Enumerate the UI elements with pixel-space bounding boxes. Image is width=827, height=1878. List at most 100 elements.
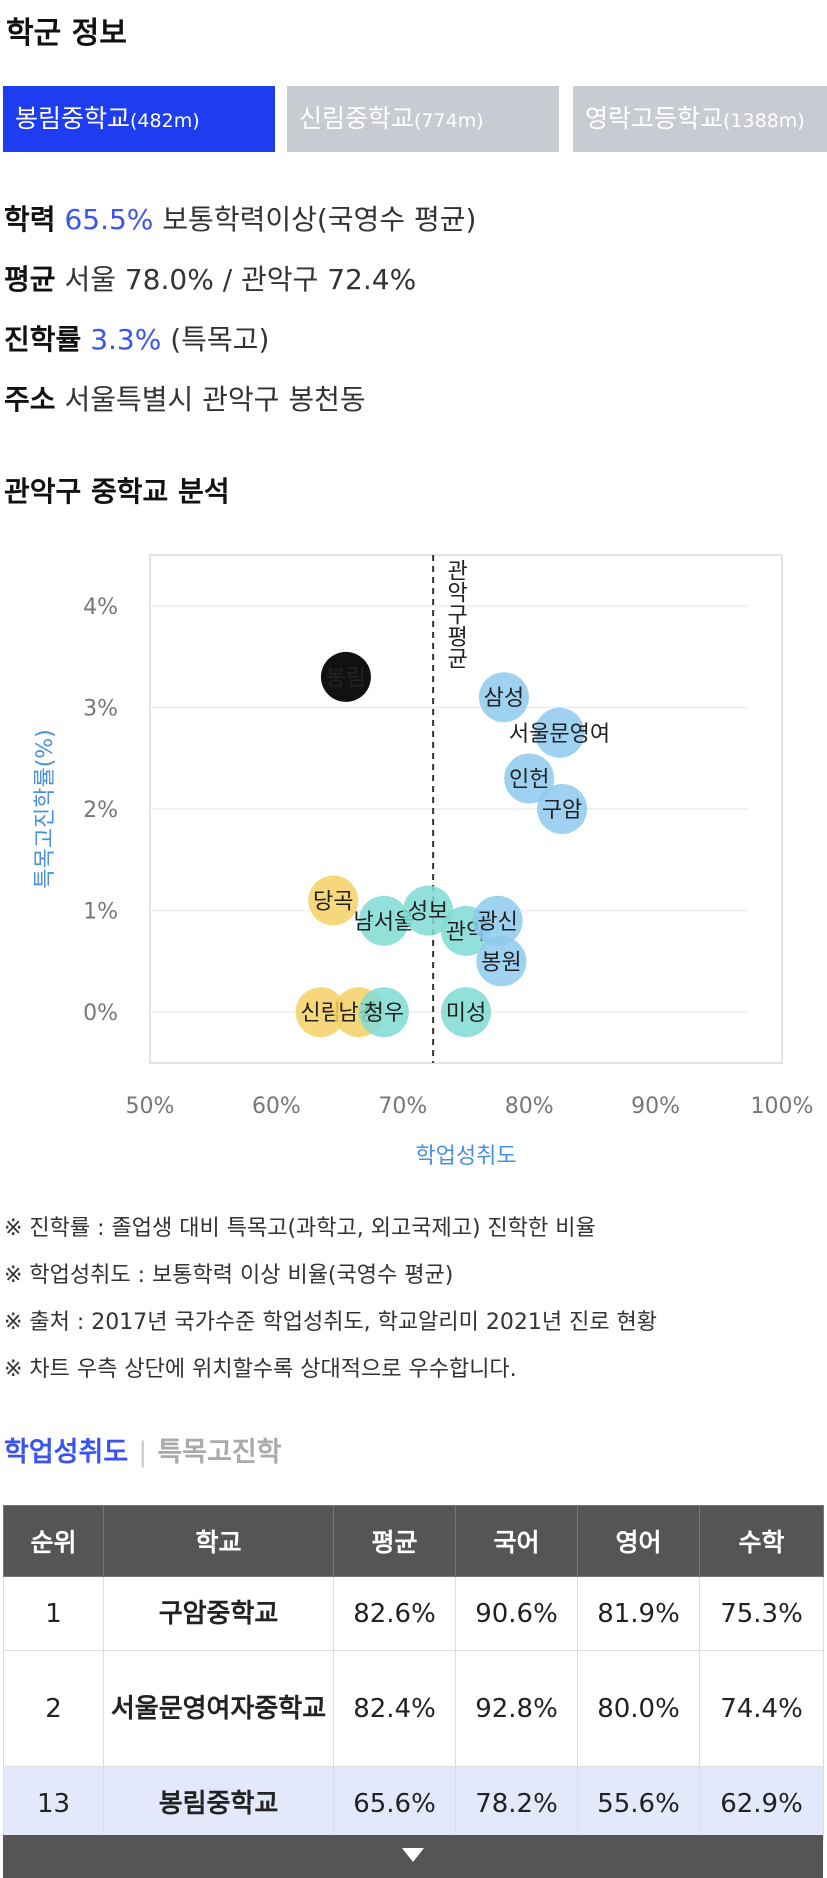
advance-rate-value: 3.3%	[90, 323, 162, 356]
y-tick-label: 2%	[83, 798, 118, 823]
header-korean: 국어	[455, 1505, 578, 1577]
y-tick-label: 0%	[83, 1001, 118, 1026]
subtab-special-high[interactable]: 특목고진학	[157, 1437, 282, 1468]
cell-korean: 92.8%	[455, 1650, 578, 1767]
cell-english: 55.6%	[577, 1766, 700, 1841]
info-text: 서울 78.0% / 관악구 72.4%	[64, 263, 417, 296]
bubble-label: 봉원	[481, 950, 521, 975]
bubble-label: 인헌	[509, 768, 549, 793]
cell-english: 80.0%	[577, 1650, 700, 1767]
info-label: 주소	[4, 383, 56, 416]
cell-math: 62.9%	[699, 1766, 824, 1841]
bubble-label: 봉림	[326, 666, 366, 691]
page-title: 학군 정보	[6, 16, 127, 51]
subtab-achievement[interactable]: 학업성취도	[4, 1437, 129, 1468]
ranking-table: 순위 학교 평균 국어 영어 수학 1 구암중학교 82.6% 90.6% 81…	[3, 1505, 824, 1841]
data-point: 봉원	[476, 936, 527, 987]
academic-value: 65.5%	[64, 203, 154, 236]
bubble-label: 삼성	[484, 686, 524, 711]
ranking-subtabs: 학업성취도 | 특목고진학	[4, 1430, 282, 1469]
x-tick-label: 70%	[378, 1094, 427, 1119]
bubble	[403, 885, 454, 936]
cell-rank: 1	[3, 1576, 104, 1651]
bubble-label: 당곡	[313, 889, 353, 914]
tab-sillim-middle-school[interactable]: 신림중학교(774m)	[287, 86, 559, 152]
y-tick-label: 1%	[83, 900, 118, 925]
cell-average: 82.6%	[333, 1576, 456, 1651]
x-tick-label: 100%	[751, 1094, 814, 1119]
tab-distance: (1388m)	[723, 110, 805, 132]
table-row-current-school: 13 봉림중학교 65.6% 78.2% 55.6% 62.9%	[3, 1766, 824, 1841]
tab-school-name: 신림중학교	[299, 104, 415, 133]
info-text: 보통학력이상(국영수 평균)	[162, 203, 477, 236]
info-text: (특목고)	[170, 323, 270, 356]
table-row: 1 구암중학교 82.6% 90.6% 81.9% 75.3%	[3, 1576, 824, 1651]
cell-school: 구암중학교	[103, 1576, 334, 1651]
chevron-down-icon	[402, 1848, 424, 1862]
info-label: 학력	[4, 203, 56, 236]
x-tick-label: 50%	[126, 1094, 175, 1119]
data-point: 당곡	[308, 875, 359, 926]
section-title: 관악구 중학교 분석	[4, 475, 230, 508]
info-advance-rate: 진학률 3.3% (특목고)	[4, 318, 269, 358]
cell-school: 봉림중학교	[103, 1766, 334, 1841]
cell-math: 74.4%	[699, 1650, 824, 1767]
expand-more-button[interactable]	[3, 1835, 823, 1878]
bubble	[472, 895, 523, 946]
x-tick-label: 90%	[631, 1094, 680, 1119]
chart-svg: 0% 1% 2% 3% 4% 50% 60% 70% 80% 90% 100% 학업성취도 특목고진학률…	[33, 554, 814, 1169]
header-rank: 순위	[3, 1505, 104, 1577]
y-axis-title: 특목고진학률(%)	[33, 729, 58, 889]
cell-english: 81.9%	[577, 1576, 700, 1651]
cell-math: 75.3%	[699, 1576, 824, 1651]
data-point: 삼성	[478, 672, 529, 723]
note-source: ※ 출처 : 2017년 국가수준 학업성취도, 학교알리미 2021년 진로 …	[4, 1310, 658, 1335]
tab-bongrim-middle-school[interactable]: 봉림중학교(482m)	[3, 86, 275, 152]
y-tick-label: 4%	[83, 595, 118, 620]
header-average: 평균	[333, 1505, 456, 1577]
bubble	[308, 875, 359, 926]
data-point: 미성	[441, 987, 491, 1038]
bubble	[478, 672, 529, 723]
bubble	[537, 784, 588, 834]
tab-distance: (774m)	[414, 110, 484, 132]
data-point: 남서울	[353, 895, 414, 946]
tab-yeongnak-high-school[interactable]: 영락고등학교(1388m)	[573, 86, 827, 152]
bubble	[504, 753, 555, 804]
note-advance-rate: ※ 진학률 : 졸업생 대비 특목고(과학고, 외고국제고) 진학한 비율	[4, 1216, 596, 1241]
x-axis-title: 학업성취도	[415, 1144, 516, 1169]
header-english: 영어	[577, 1505, 700, 1577]
info-address: 주소 서울특별시 관악구 봉천동	[4, 378, 366, 418]
bubble	[320, 651, 371, 702]
cell-average: 65.6%	[333, 1766, 456, 1841]
bubble-label: 청우	[364, 1001, 404, 1026]
bubble	[441, 987, 491, 1038]
x-tick-label: 60%	[252, 1094, 301, 1119]
bubble	[358, 895, 409, 946]
header-school: 학교	[103, 1505, 334, 1577]
data-point: 인헌	[504, 753, 555, 804]
cell-school: 서울문영여자중학교	[103, 1650, 334, 1767]
bubble	[476, 936, 527, 987]
average-line-label: 관악구평균	[443, 559, 468, 669]
bubble-label: 성보	[408, 900, 448, 925]
table-row: 2 서울문영여자중학교 82.4% 92.8% 80.0% 74.4%	[3, 1650, 824, 1767]
info-average: 평균 서울 78.0% / 관악구 72.4%	[4, 258, 416, 298]
school-tabs: 봉림중학교(482m) 신림중학교(774m) 영락고등학교(1388m)	[0, 86, 827, 154]
cell-korean: 90.6%	[455, 1576, 578, 1651]
data-point: 청우	[358, 987, 409, 1038]
info-label: 진학률	[4, 323, 82, 356]
bubble-label: 미성	[446, 1001, 486, 1026]
tab-distance: (482m)	[130, 110, 200, 132]
bubble-label: 광신	[477, 910, 517, 935]
tab-school-name: 영락고등학교	[585, 104, 724, 133]
y-tick-label: 3%	[83, 696, 118, 721]
info-label: 평균	[4, 263, 56, 296]
note-chart-hint: ※ 차트 우측 상단에 위치할수록 상대적으로 우수합니다.	[4, 1357, 517, 1382]
data-point: 서울문영여	[509, 707, 610, 758]
bubble	[358, 987, 409, 1038]
info-academic: 학력 65.5% 보통학력이상(국영수 평균)	[4, 198, 476, 238]
data-point: 구암	[537, 784, 588, 834]
subtab-separator: |	[138, 1437, 148, 1468]
bubble	[295, 987, 346, 1038]
